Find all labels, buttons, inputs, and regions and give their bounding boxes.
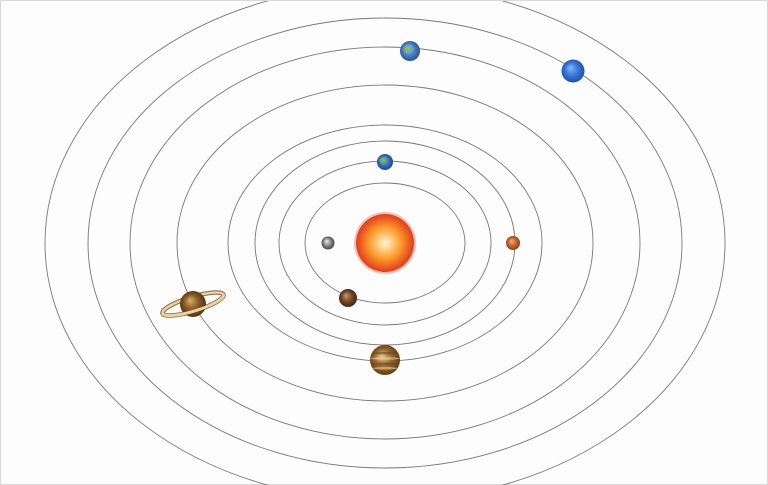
- uranus-icon: [400, 41, 420, 61]
- mars-body: [506, 236, 520, 250]
- jupiter-icon: [370, 345, 400, 375]
- sun-glow: [354, 212, 416, 274]
- jupiter-band: [372, 366, 398, 370]
- uranus-land: [403, 46, 412, 52]
- orbit-6: [129, 46, 641, 440]
- jupiter-band: [371, 351, 399, 355]
- earth-icon: [377, 154, 393, 170]
- mercury-body: [321, 236, 335, 250]
- mercury-icon: [321, 236, 335, 250]
- bodies-group: [160, 41, 585, 375]
- jupiter-band: [370, 362, 400, 366]
- orbit-1: [304, 182, 466, 304]
- jupiter-band: [370, 357, 400, 360]
- venus-icon: [339, 289, 357, 307]
- mars-icon: [506, 236, 520, 250]
- venus-body: [339, 289, 357, 307]
- neptune-icon: [561, 59, 585, 83]
- orbit-7: [87, 17, 683, 469]
- jupiter-body: [370, 345, 400, 375]
- earth-land: [379, 158, 387, 163]
- orbit-5: [176, 84, 594, 402]
- sun-icon: [356, 214, 414, 272]
- orbit-8: [44, 1, 726, 485]
- saturn-ring-front: [161, 294, 225, 318]
- neptune-body: [561, 59, 585, 83]
- saturn-icon: [160, 290, 226, 318]
